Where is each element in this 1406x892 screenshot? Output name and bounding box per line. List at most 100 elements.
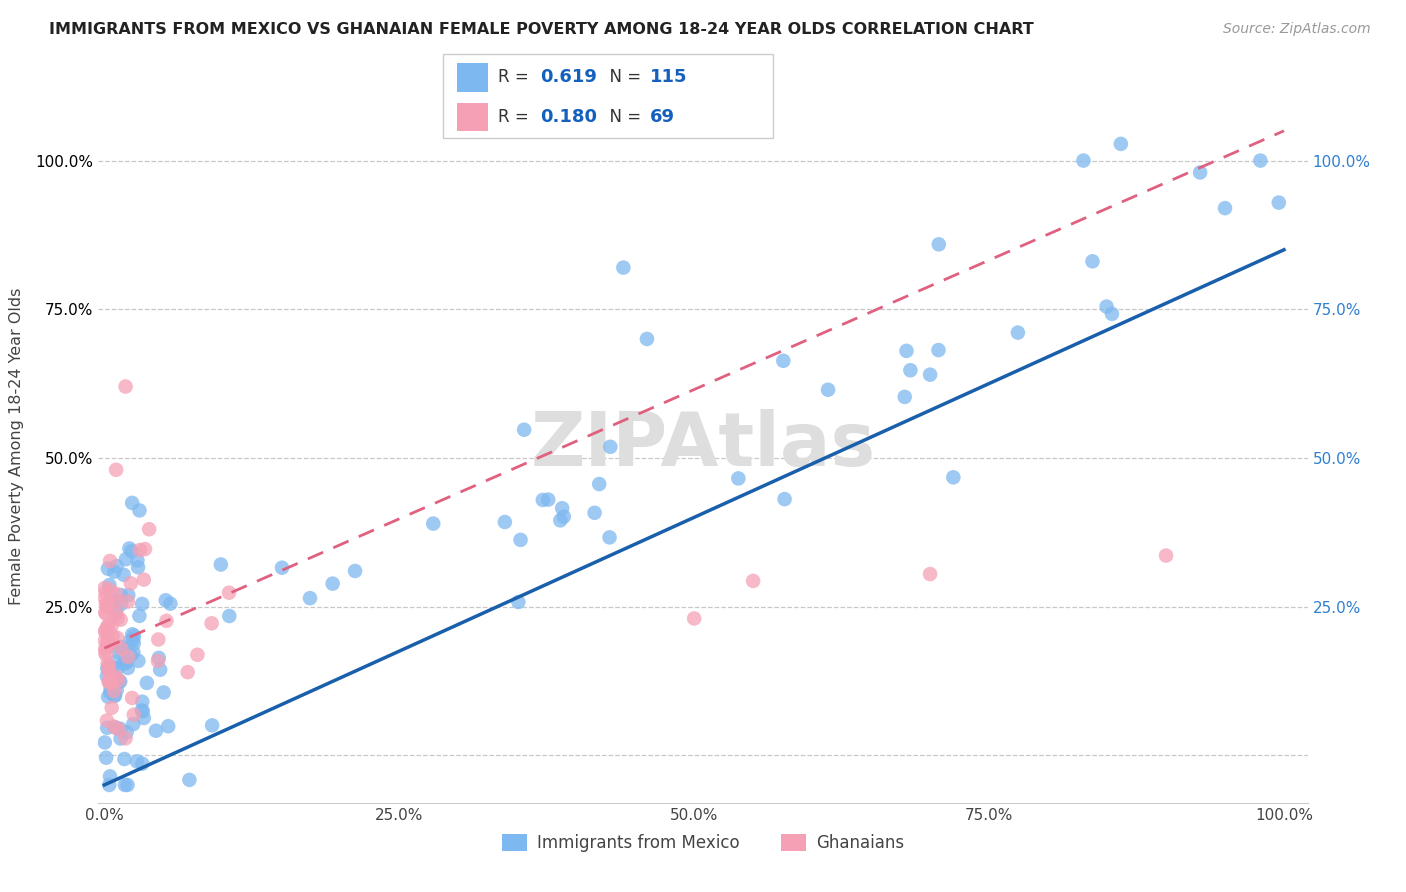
Point <box>98 685 121 699</box>
Point <box>104 670 127 684</box>
Point <box>155 593 177 607</box>
Point <box>344 564 367 578</box>
Point <box>138 522 160 536</box>
Point <box>583 506 606 520</box>
Point <box>97 659 120 673</box>
Point <box>115 655 138 669</box>
Text: 0.180: 0.180 <box>540 108 598 126</box>
Point <box>96 721 118 735</box>
Point <box>105 631 128 645</box>
Point <box>537 492 560 507</box>
Point <box>101 676 124 690</box>
Point <box>98 666 121 681</box>
Point <box>120 576 142 591</box>
Point <box>100 618 122 632</box>
Point <box>94 607 117 621</box>
Point <box>1073 153 1095 168</box>
Text: IMMIGRANTS FROM MEXICO VS GHANAIAN FEMALE POVERTY AMONG 18-24 YEAR OLDS CORRELAT: IMMIGRANTS FROM MEXICO VS GHANAIAN FEMAL… <box>49 22 1033 37</box>
Point <box>1081 254 1104 268</box>
Point <box>97 634 120 648</box>
Text: R =: R = <box>498 108 534 126</box>
Point <box>157 719 180 733</box>
Text: 115: 115 <box>650 69 688 87</box>
Point <box>117 588 139 602</box>
Point <box>121 544 143 558</box>
Point <box>96 714 118 728</box>
Point <box>110 641 132 656</box>
Point <box>96 598 118 612</box>
Point <box>104 689 127 703</box>
Point <box>727 471 749 485</box>
Point <box>122 645 145 659</box>
Point <box>683 611 706 625</box>
Text: 69: 69 <box>650 108 675 126</box>
Point <box>105 607 128 621</box>
Point <box>94 735 117 749</box>
Point <box>186 648 208 662</box>
Point <box>121 496 143 510</box>
Point <box>98 596 121 610</box>
Point <box>98 778 121 792</box>
Point <box>117 594 139 608</box>
Point <box>115 552 138 566</box>
Point <box>97 619 120 633</box>
Legend: Immigrants from Mexico, Ghanaians: Immigrants from Mexico, Ghanaians <box>495 827 911 859</box>
Point <box>122 629 145 643</box>
Point <box>588 477 610 491</box>
Point <box>96 661 118 675</box>
Point <box>94 597 117 611</box>
Point <box>98 554 121 568</box>
Point <box>108 645 131 659</box>
Point <box>110 588 132 602</box>
Point <box>110 640 132 654</box>
Point <box>117 661 139 675</box>
Point <box>1154 549 1177 563</box>
Point <box>105 683 128 698</box>
Point <box>110 674 132 689</box>
Point <box>105 463 128 477</box>
Point <box>98 582 121 597</box>
Point <box>896 343 918 358</box>
Point <box>773 492 796 507</box>
Point <box>108 674 131 689</box>
Point <box>122 717 145 731</box>
Point <box>120 633 142 648</box>
Point <box>110 613 132 627</box>
Point <box>942 470 965 484</box>
Point <box>599 530 621 544</box>
Point <box>94 750 117 764</box>
Point <box>101 677 124 691</box>
Point <box>114 656 136 670</box>
Point <box>122 636 145 650</box>
Point <box>636 332 658 346</box>
Point <box>98 673 121 688</box>
Point <box>201 616 224 631</box>
Point <box>132 704 155 718</box>
Point <box>271 560 294 574</box>
Text: N =: N = <box>599 69 647 87</box>
Point <box>97 675 120 690</box>
Point <box>97 640 120 654</box>
Point <box>96 669 118 683</box>
Point <box>1109 136 1132 151</box>
Point <box>218 585 240 599</box>
Point <box>553 509 575 524</box>
Point <box>1095 300 1118 314</box>
Point <box>112 752 135 766</box>
Point <box>132 573 155 587</box>
Point <box>127 654 149 668</box>
Point <box>96 600 118 615</box>
Point <box>127 553 149 567</box>
Point <box>114 731 136 746</box>
Point <box>98 637 121 651</box>
Point <box>96 635 118 649</box>
Point <box>110 597 132 611</box>
Point <box>125 755 148 769</box>
Point <box>513 423 536 437</box>
Text: N =: N = <box>599 108 647 126</box>
Point <box>101 677 124 691</box>
Point <box>94 585 117 599</box>
Point <box>103 684 125 698</box>
Point <box>103 565 125 579</box>
Point <box>817 383 839 397</box>
